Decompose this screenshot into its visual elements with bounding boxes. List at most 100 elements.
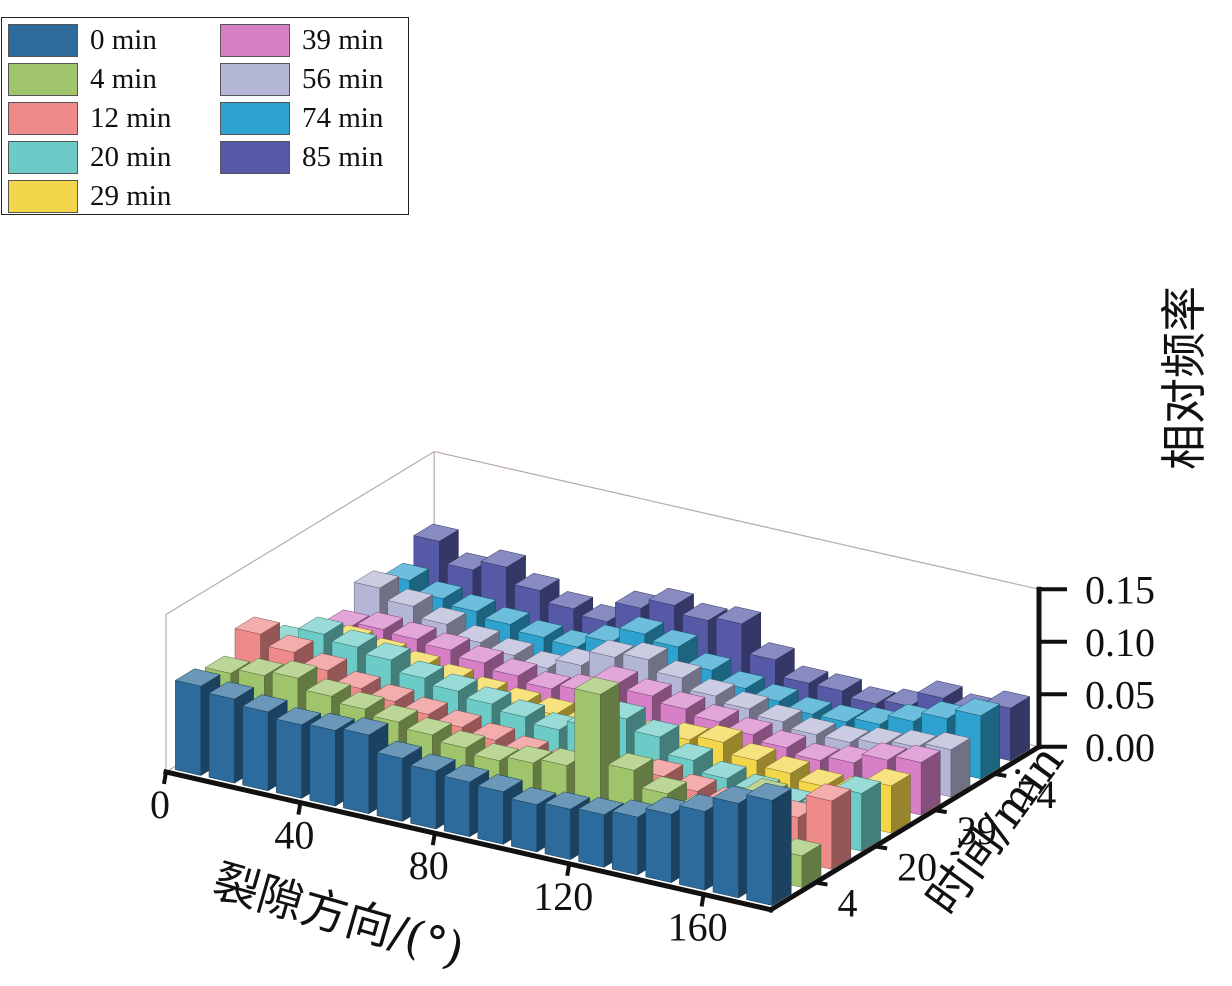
bar-front-face: [544, 803, 571, 860]
bar-top-face: [506, 745, 553, 764]
bar-top-face: [745, 782, 792, 801]
legend-item: 4 min: [8, 61, 157, 97]
bar-top-face: [954, 698, 1001, 717]
bar-top-face: [547, 591, 594, 610]
axes-group: [162, 586, 1067, 914]
bar-top-face: [432, 673, 479, 692]
legend-item: 0 min: [8, 22, 157, 58]
x-tick-mark: [699, 894, 706, 907]
bar-top-face: [891, 729, 938, 748]
bar-top-face: [816, 673, 863, 692]
bar-top-face: [794, 742, 841, 761]
bar-top-face: [208, 681, 255, 700]
bar-top-face: [357, 611, 404, 630]
legend-label: 4 min: [90, 62, 157, 95]
bar-top-face: [204, 655, 251, 674]
bar-top-face: [588, 639, 635, 658]
bar-top-face: [443, 764, 490, 783]
bar-side-face: [771, 788, 792, 906]
bar-side-face: [861, 781, 881, 852]
bar-top-face: [491, 658, 538, 677]
bar-top-face: [577, 797, 624, 816]
bar-top-face: [652, 629, 699, 648]
bar-top-face: [331, 629, 378, 648]
y-tick-mark: [934, 808, 948, 815]
bar-top-face: [297, 616, 344, 635]
bar-top-face: [924, 732, 971, 750]
bar: [745, 782, 792, 906]
bar-front-face: [645, 808, 672, 883]
bar-top-face: [618, 616, 665, 635]
legend-swatch: [8, 23, 78, 57]
bar-side-face: [831, 789, 852, 870]
z-tick-label: 0.00: [1085, 725, 1155, 770]
bar-top-face: [275, 707, 322, 726]
frame-line: [165, 451, 435, 616]
bar-top-face: [420, 606, 467, 625]
bar-top-face: [723, 691, 770, 710]
bar-front-face: [443, 775, 470, 838]
bar-top-face: [820, 704, 867, 723]
bar-top-face: [626, 678, 673, 697]
bar-top-face: [689, 678, 736, 697]
bar-top-face: [376, 740, 423, 759]
bar-top-face: [342, 717, 389, 736]
y-tick-label: 39: [957, 808, 997, 853]
legend-swatch: [8, 62, 78, 96]
bar-top-face: [790, 717, 837, 736]
bar-top-face: [413, 523, 460, 542]
legend-label: 56 min: [302, 62, 384, 95]
x-tick-label: 160: [668, 904, 728, 949]
bar-top-face: [477, 774, 524, 793]
legend-swatch: [220, 62, 290, 96]
bar-top-face: [234, 616, 281, 635]
bar-front-face: [712, 797, 739, 899]
bar-top-face: [480, 549, 527, 568]
bar-top-face: [241, 694, 288, 713]
z-tick-label: 0.05: [1085, 672, 1155, 717]
x-tick-mark: [162, 771, 168, 785]
bar-top-face: [894, 744, 941, 763]
y-tick-label: 74: [1016, 772, 1056, 817]
bar-top-face: [641, 776, 688, 795]
bar-front-face: [175, 680, 202, 776]
bar-top-face: [730, 742, 777, 761]
bar-top-face: [517, 619, 564, 638]
bar-top-face: [409, 753, 456, 772]
legend-item: 56 min: [220, 61, 383, 97]
bar-top-face: [681, 602, 728, 621]
bar-top-face: [693, 704, 740, 723]
y-tick-label: 4: [838, 881, 858, 926]
bar-top-face: [700, 760, 747, 779]
legend-label: 85 min: [302, 140, 384, 173]
bar-top-face: [513, 572, 560, 591]
bar-top-face: [857, 727, 904, 746]
y-tick-mark: [815, 880, 828, 887]
labels-group: 0 40 80 120 160 4 20 39 74 0.00 0.05 0.10 0.15: [150, 567, 1155, 949]
legend-swatch: [220, 101, 290, 135]
bar-top-face: [309, 712, 356, 731]
x-tick-label: 80: [409, 843, 449, 888]
bar-top-face: [607, 752, 654, 771]
bar-front-face: [242, 705, 269, 792]
legend-item: 20 min: [8, 139, 171, 175]
legend-label: 74 min: [302, 101, 384, 134]
bar-front-face: [511, 798, 538, 853]
bar-top-face: [450, 593, 497, 612]
bar-front-face: [309, 724, 336, 807]
bar-top-face: [267, 634, 314, 653]
bar-top-face: [760, 730, 807, 748]
bar-top-face: [667, 742, 714, 761]
x-tick-label: 0: [150, 782, 170, 827]
bar-top-face: [364, 642, 411, 661]
bar-front-face: [208, 692, 235, 784]
bar-top-face: [458, 645, 505, 664]
x-tick-label: 120: [533, 874, 593, 919]
bar-top-face: [387, 588, 434, 607]
bar-top-face: [622, 642, 669, 661]
bar-top-face: [849, 686, 896, 705]
bars-group: [174, 523, 1031, 906]
bar-top-face: [697, 724, 744, 743]
bar-top-face: [749, 642, 796, 661]
